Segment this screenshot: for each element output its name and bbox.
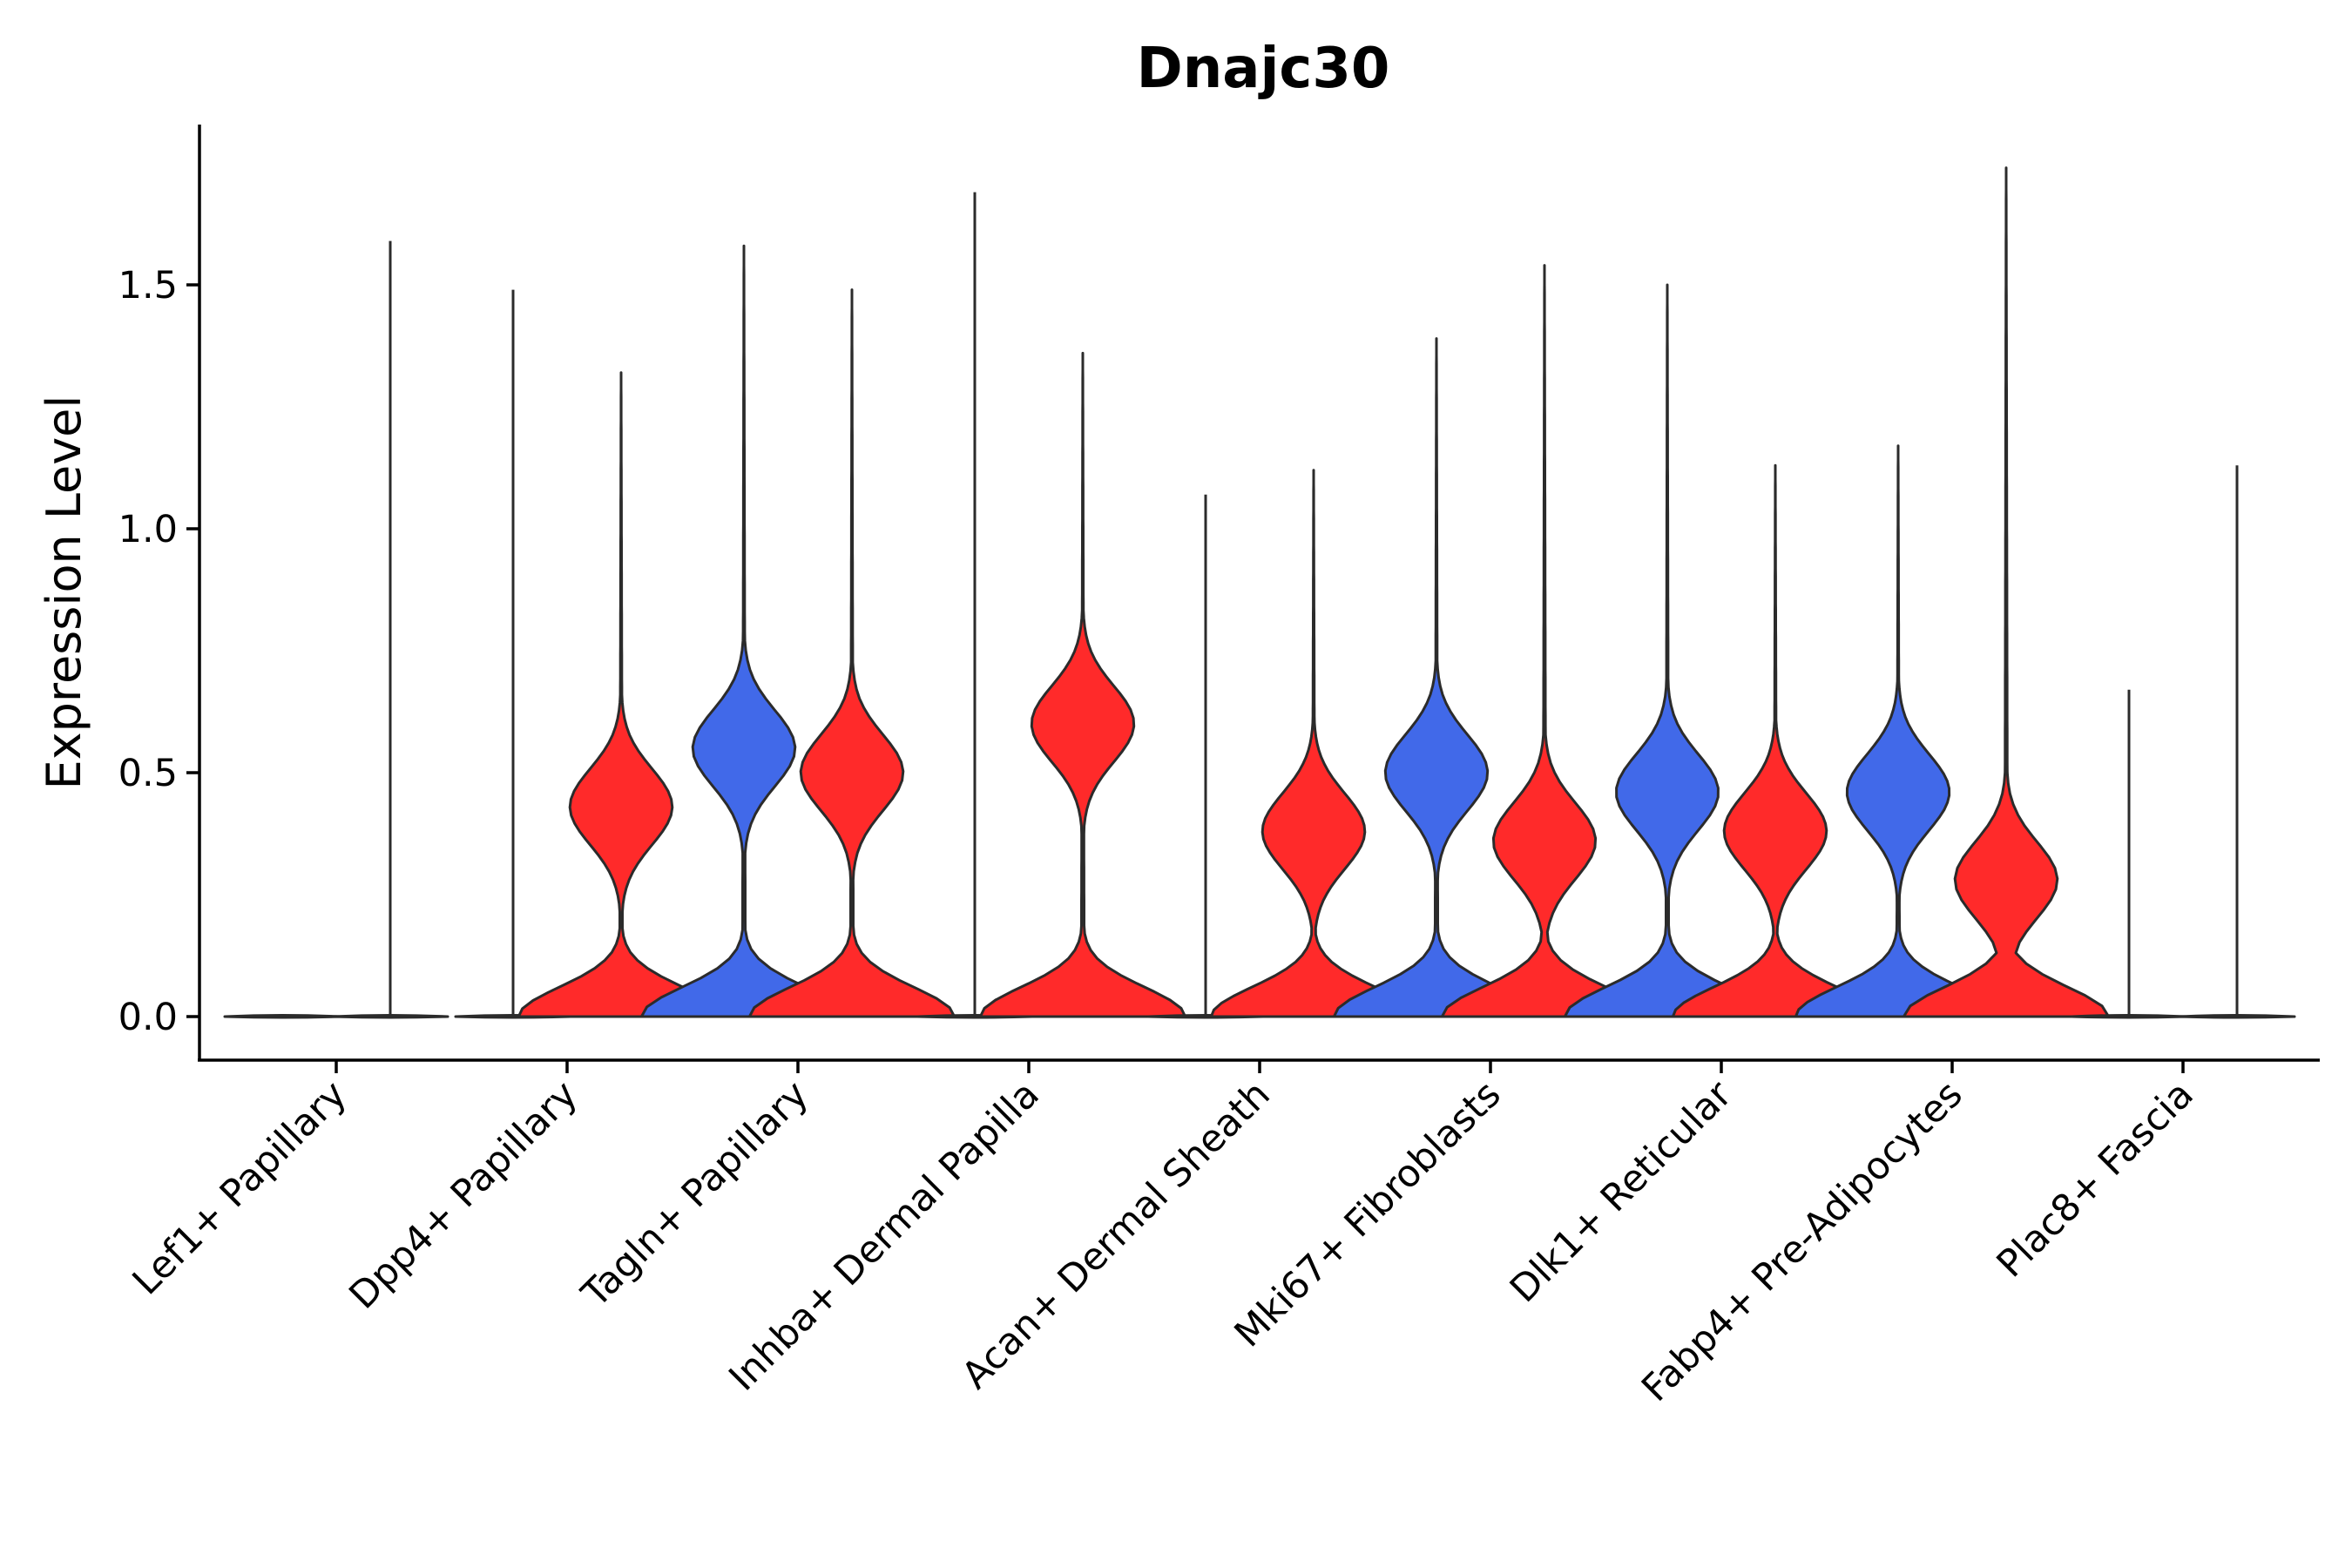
violin-left-0 (223, 1014, 341, 1019)
x-tick-label: Mki67+ Fibroblasts (1227, 1072, 1510, 1355)
y-tick-label: 1.0 (118, 508, 178, 551)
violin-right-2 (747, 288, 956, 1018)
violin-left-7 (1794, 444, 2003, 1018)
violin-left-6 (1563, 283, 1772, 1018)
violin-left-5 (1332, 337, 1541, 1018)
x-tick-label: Tagln+ Papillary (573, 1072, 817, 1316)
x-tick-label: Plac8+ Fascia (1989, 1072, 2202, 1286)
violin-right-4 (1209, 469, 1418, 1018)
violin-right-3 (978, 351, 1187, 1018)
y-axis-label: Expression Level (37, 395, 91, 790)
y-ticks: 0.0 0.5 1.0 1.5 (118, 264, 199, 1039)
y-tick-label: 0.0 (118, 996, 178, 1039)
violin-right-6 (1671, 463, 1880, 1018)
y-tick-label: 0.5 (118, 752, 178, 795)
y-tick-label: 1.5 (118, 264, 178, 308)
violin-group (223, 166, 2296, 1019)
x-tick-label: Dpp4+ Papillary (341, 1072, 586, 1317)
violin-right-1 (517, 371, 726, 1018)
violin-right-7 (1902, 166, 2111, 1018)
x-tick-label: Lef1+ Papillary (125, 1072, 355, 1303)
violin-left-2 (639, 244, 848, 1018)
violin-right-5 (1440, 264, 1649, 1018)
chart-title: Dnajc30 (1137, 37, 1390, 101)
x-tick-label: Dlk1+ Reticular (1502, 1072, 1740, 1311)
